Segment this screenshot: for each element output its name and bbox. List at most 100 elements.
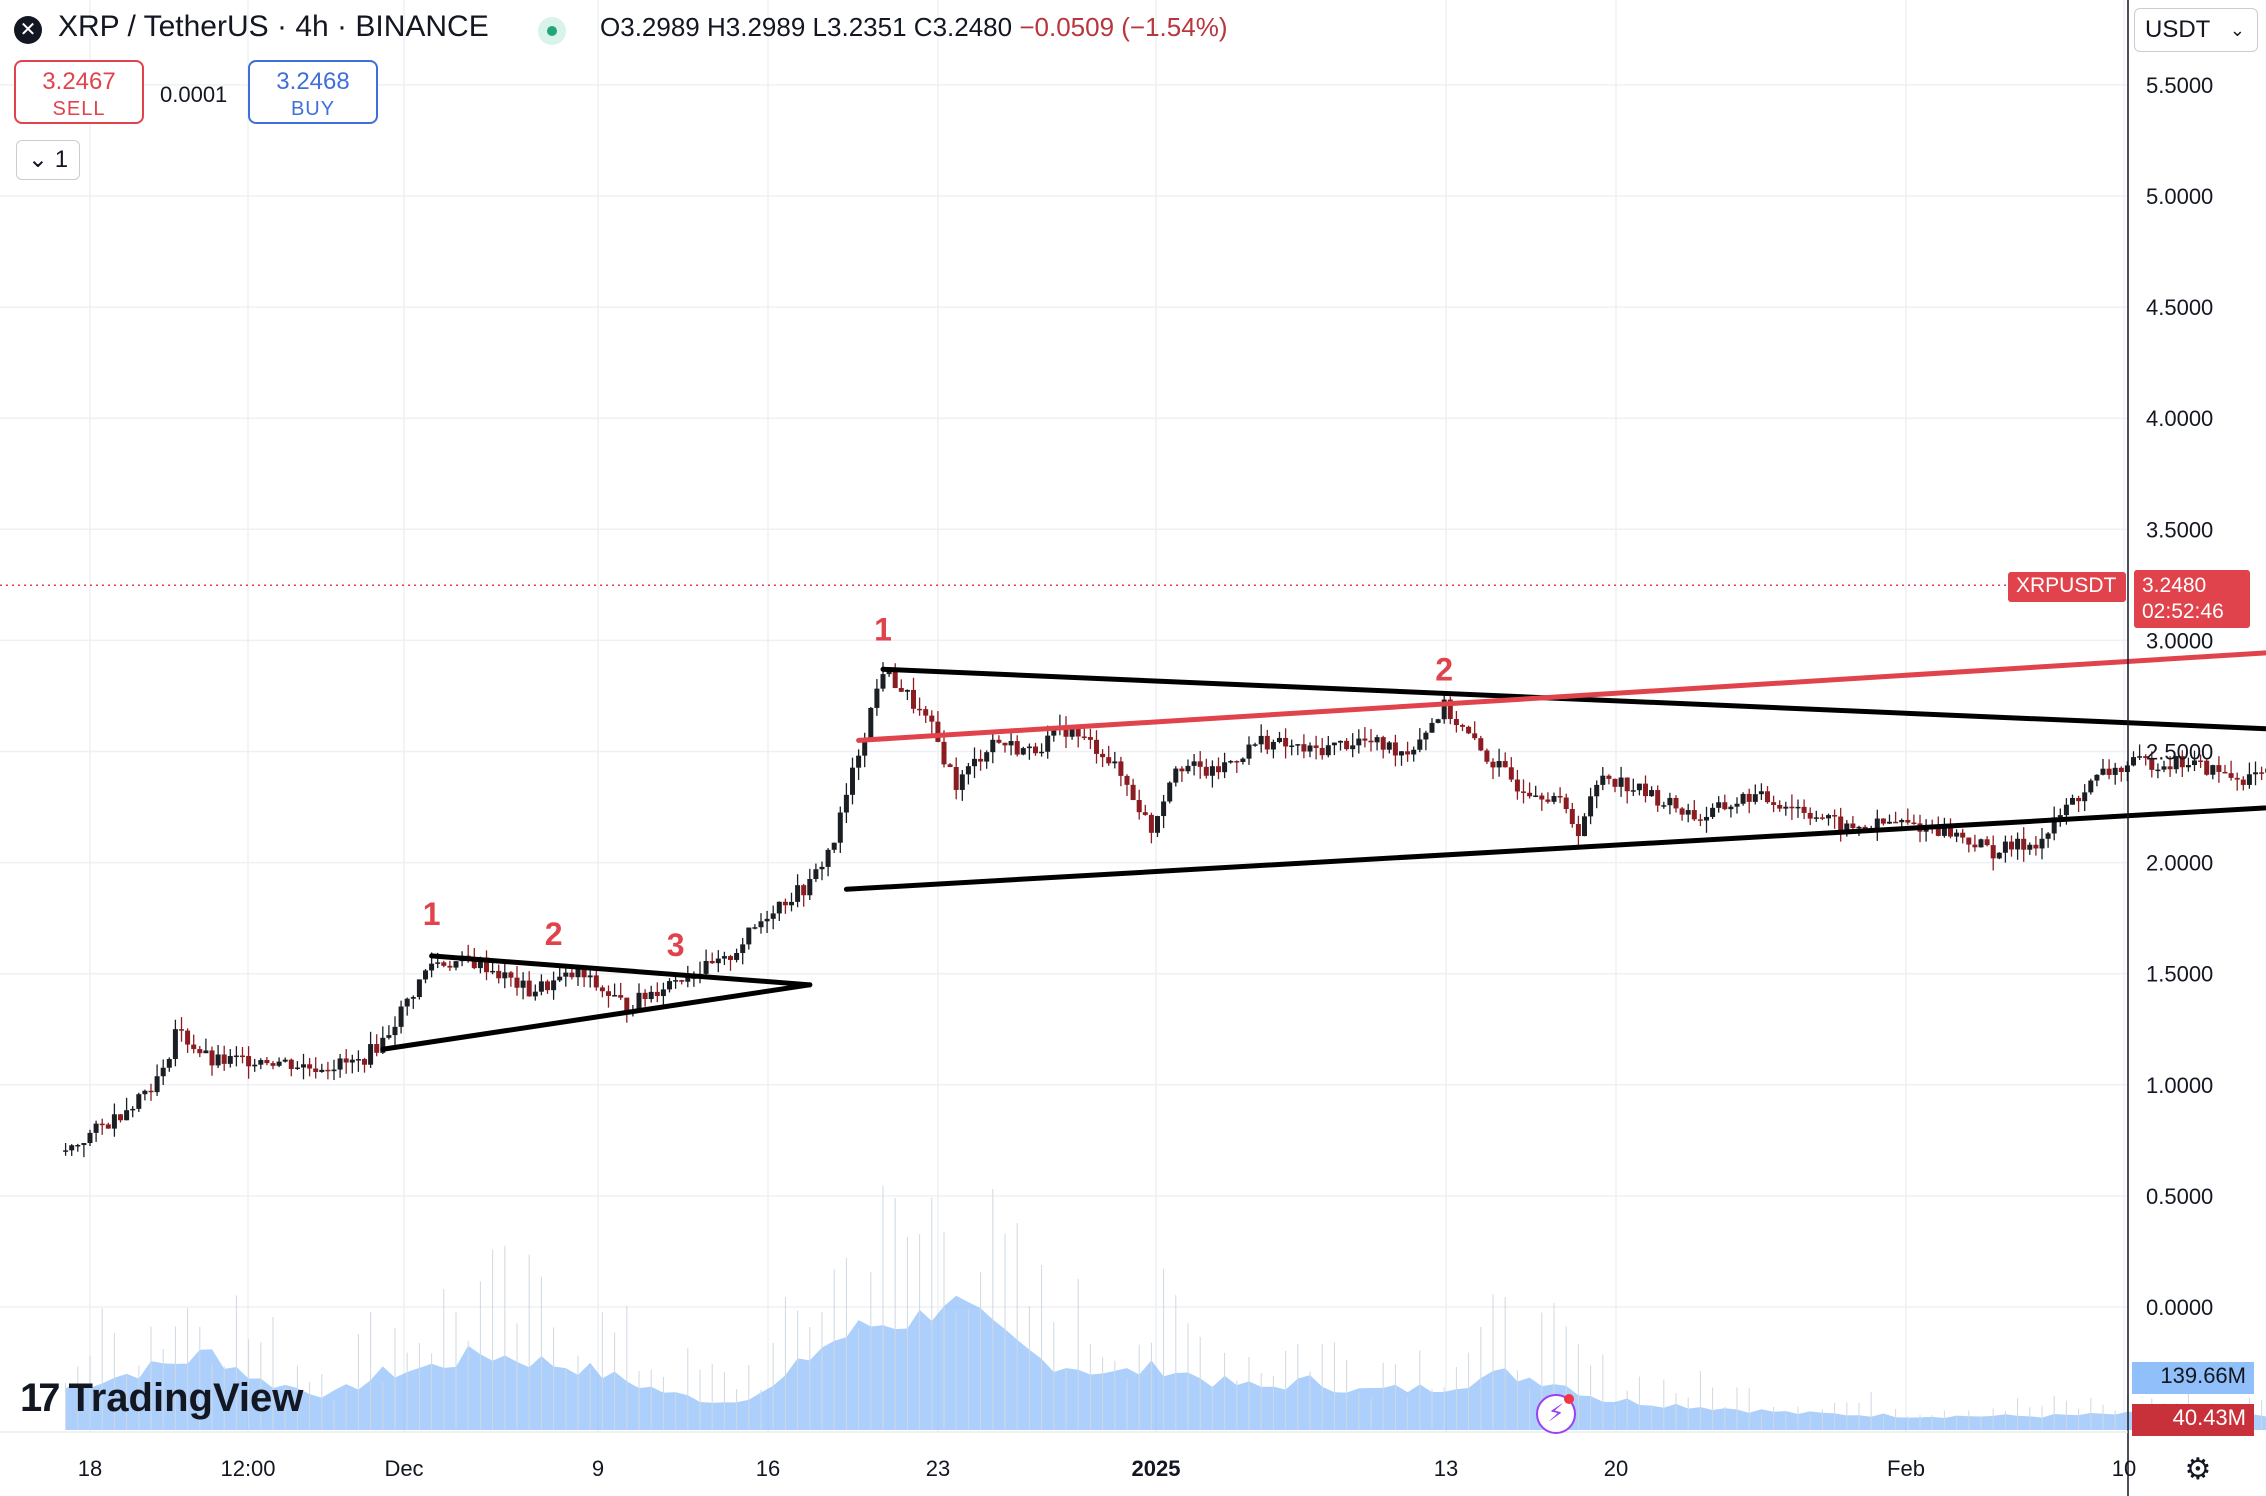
candle-body [1960, 832, 1966, 838]
candle-body [715, 958, 721, 964]
candle-body [587, 975, 593, 978]
price-tick-label: 0.0000 [2146, 1295, 2213, 1320]
candle-body [331, 1069, 337, 1072]
candle-body [1307, 745, 1313, 752]
candle-body [612, 995, 618, 997]
buy-button[interactable]: 3.2468 BUY [248, 60, 378, 124]
candle-body [1484, 750, 1490, 762]
candle-body [1679, 808, 1685, 815]
candle-body [1222, 762, 1228, 773]
candle-body [880, 674, 886, 689]
ohlc-high: 3.2989 [725, 12, 806, 42]
interval-value: 1 [54, 146, 69, 173]
candle-body [1460, 725, 1465, 727]
candle-body [752, 927, 758, 929]
candle-body [923, 709, 929, 716]
settings-icon[interactable]: ⚙ [2184, 1453, 2212, 1486]
black-triangle-upper [880, 666, 2266, 732]
candle-body [1948, 824, 1953, 837]
candle-body [1252, 744, 1258, 746]
candle-body [551, 980, 557, 991]
price-axis[interactable]: 0.0000 0.5000 1.0000 1.5000 2.0000 2.5000 3.00… [2146, 73, 2213, 1320]
candle-body [2118, 767, 2124, 773]
candle-body [477, 957, 483, 969]
candle-body [410, 997, 416, 999]
time-axis[interactable]: 18 12:00 Dec 9 16 23 2025 13 20 Feb 10 [78, 1456, 2136, 1481]
market-status-icon[interactable] [538, 17, 566, 45]
candle-body [1209, 766, 1215, 776]
candle-body [1807, 812, 1813, 819]
ohlc-low: 3.2351 [827, 12, 907, 42]
candle-body [1740, 793, 1746, 804]
candle-body [825, 849, 831, 867]
candle-body [307, 1064, 313, 1069]
candle-body [2063, 804, 2069, 816]
candle-body [868, 707, 874, 739]
candle-body [362, 1059, 367, 1065]
candle-body [917, 708, 923, 711]
candle-body [1838, 816, 1844, 832]
last-price-tag: 3.2480 02:52:46 [2134, 570, 2250, 628]
candle-body [1179, 768, 1185, 772]
candle-body [660, 989, 666, 997]
candle-body [1758, 791, 1764, 795]
currency-select[interactable]: USDT ⌄ [2134, 8, 2258, 52]
candle-body [1649, 790, 1655, 797]
candle-body [850, 767, 855, 795]
candle-body [1862, 826, 1868, 830]
buy-label: BUY [290, 98, 336, 120]
candle-body [1063, 726, 1069, 737]
candle-body [319, 1069, 325, 1072]
candle-body [197, 1049, 203, 1054]
candle-body [1386, 742, 1392, 750]
candle-body [1246, 744, 1252, 759]
pattern-point-label: 2 [1435, 651, 1453, 687]
candle-body [429, 963, 435, 971]
candle-body [496, 970, 502, 979]
candle-body [545, 981, 550, 991]
candle-body [1984, 839, 1990, 846]
candle-body [471, 960, 477, 969]
candle-body [728, 956, 733, 960]
candle-body [227, 1056, 233, 1064]
candle-body [1545, 799, 1551, 802]
candle-body [508, 972, 514, 978]
candle-body [453, 961, 459, 968]
candle-body [1283, 737, 1289, 747]
candle-body [1167, 782, 1173, 802]
candle-body [734, 953, 740, 960]
candle-body [984, 752, 990, 762]
candle-body [166, 1059, 172, 1068]
candle-body [1026, 746, 1032, 749]
symbol-title[interactable]: XRP / TetherUS · 4h · BINANCE [58, 10, 489, 43]
sell-button[interactable]: 3.2467 SELL [14, 60, 144, 124]
close-icon[interactable]: ✕ [14, 16, 42, 44]
candle-body [276, 1061, 282, 1066]
candle-body [1710, 807, 1716, 817]
candle-body [1527, 792, 1533, 797]
candle-body [1697, 819, 1703, 821]
spread-value: 0.0001 [160, 82, 228, 107]
interval-toggle[interactable]: ⌄ 1 [16, 140, 80, 180]
tradingview-logo[interactable]: 17 TradingView [20, 1376, 303, 1421]
time-tick-label: 16 [756, 1456, 780, 1481]
flash-icon[interactable]: ⚡ [1536, 1394, 1576, 1434]
candle-body [1118, 761, 1124, 776]
candle-body [1087, 737, 1093, 740]
candle-body [1100, 753, 1106, 758]
time-tick-label: Dec [384, 1456, 423, 1481]
candle-body [856, 755, 862, 768]
candle-body [136, 1094, 142, 1109]
candle-body [118, 1114, 123, 1121]
candle-body [1295, 744, 1301, 746]
candle-body [1368, 740, 1374, 743]
candle-body [1234, 761, 1240, 763]
symbol-price-tag: XRPUSDT [2008, 572, 2126, 602]
candle-body [1142, 812, 1148, 815]
candle-body [959, 774, 965, 790]
candle-body [746, 927, 752, 945]
candle-body [1685, 810, 1691, 815]
candle-body [538, 981, 544, 992]
candle-body [1148, 814, 1154, 833]
